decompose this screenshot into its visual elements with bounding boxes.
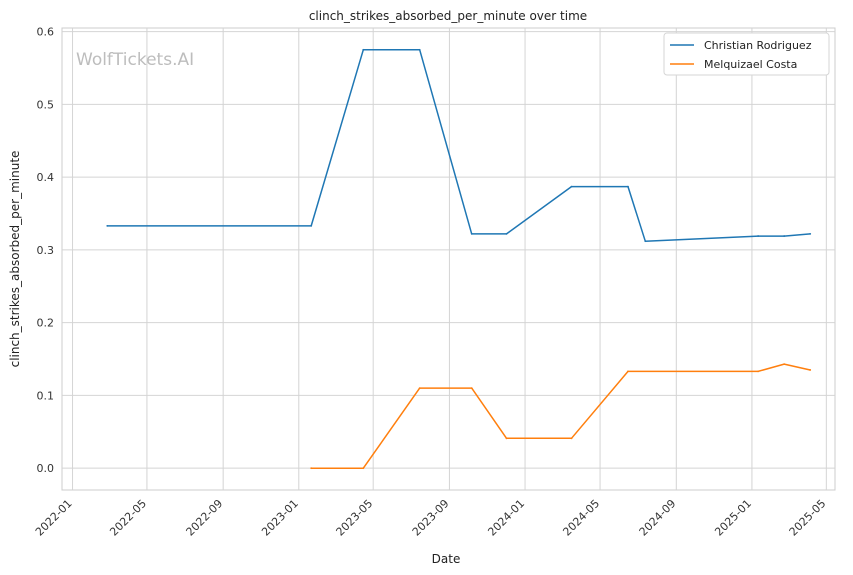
data-point-christian-rodriguez [310, 224, 313, 227]
y-tick-label: 0.3 [37, 244, 55, 257]
x-tick-label: 2024-09 [637, 497, 679, 539]
data-point-christian-rodriguez [505, 232, 508, 235]
x-tick-label: 2025-01 [712, 497, 754, 539]
data-point-christian-rodriguez [470, 232, 473, 235]
legend: Christian Rodriguez Melquizael Costa [663, 32, 830, 76]
y-tick-label: 0.5 [37, 98, 55, 111]
data-point-melquizael-costa [809, 369, 812, 371]
data-point-melquizael-costa [783, 363, 786, 366]
legend-label-melquizael-costa: Melquizael Costa [704, 58, 797, 71]
series-lines [106, 48, 812, 470]
x-tick-label: 2025-05 [787, 497, 829, 539]
data-point-melquizael-costa [470, 387, 473, 390]
data-point-melquizael-costa [362, 467, 365, 470]
x-tick-label: 2024-01 [485, 497, 527, 539]
y-axis-title: clinch_strikes_absorbed_per_minute [8, 151, 22, 368]
series-line-christian-rodriguez [107, 49, 811, 242]
watermark: WolfTickets.AI [76, 50, 194, 70]
data-point-melquizael-costa [757, 370, 760, 373]
y-tick-label: 0.4 [37, 171, 55, 184]
data-point-christian-rodriguez [418, 48, 421, 51]
x-tick-label: 2023-01 [259, 497, 301, 539]
x-tick-label: 2022-01 [33, 497, 75, 539]
data-point-melquizael-costa [310, 467, 313, 470]
data-point-melquizael-costa [570, 437, 573, 440]
legend-label-christian-rodriguez: Christian Rodriguez [704, 39, 812, 52]
y-tick-label: 0.0 [37, 462, 55, 475]
data-point-christian-rodriguez [783, 235, 786, 237]
data-point-melquizael-costa [505, 437, 508, 440]
x-tick-label: 2024-05 [560, 497, 602, 539]
y-tick-label: 0.6 [37, 26, 55, 39]
data-point-christian-rodriguez [644, 240, 647, 243]
x-tick-label: 2023-05 [334, 497, 376, 539]
y-tick-label: 0.2 [37, 317, 55, 330]
data-point-melquizael-costa [418, 387, 421, 390]
data-point-christian-rodriguez [757, 235, 760, 237]
plot-area [61, 27, 836, 491]
x-tick-label: 2022-09 [184, 497, 226, 539]
data-point-christian-rodriguez [362, 48, 365, 51]
series-line-melquizael-costa [311, 363, 811, 469]
data-point-melquizael-costa [627, 370, 629, 373]
x-tick-label: 2023-09 [410, 497, 452, 539]
x-axis-ticks: 2022-01 2022-05 2022-09 2023-01 2023-05 2023-… [33, 497, 828, 539]
x-axis-title: Date [432, 552, 461, 566]
grid [62, 28, 835, 490]
chart-title: clinch_strikes_absorbed_per_minute over … [309, 9, 587, 23]
data-point-christian-rodriguez [570, 185, 573, 188]
y-axis-ticks: 0.0 0.1 0.2 0.3 0.4 0.5 0.6 [37, 26, 55, 476]
data-point-christian-rodriguez [627, 185, 629, 188]
y-tick-label: 0.1 [37, 389, 55, 402]
data-point-christian-rodriguez [809, 232, 812, 235]
x-tick-label: 2022-05 [107, 497, 149, 539]
legend-box [663, 32, 830, 76]
data-point-christian-rodriguez [106, 224, 109, 227]
